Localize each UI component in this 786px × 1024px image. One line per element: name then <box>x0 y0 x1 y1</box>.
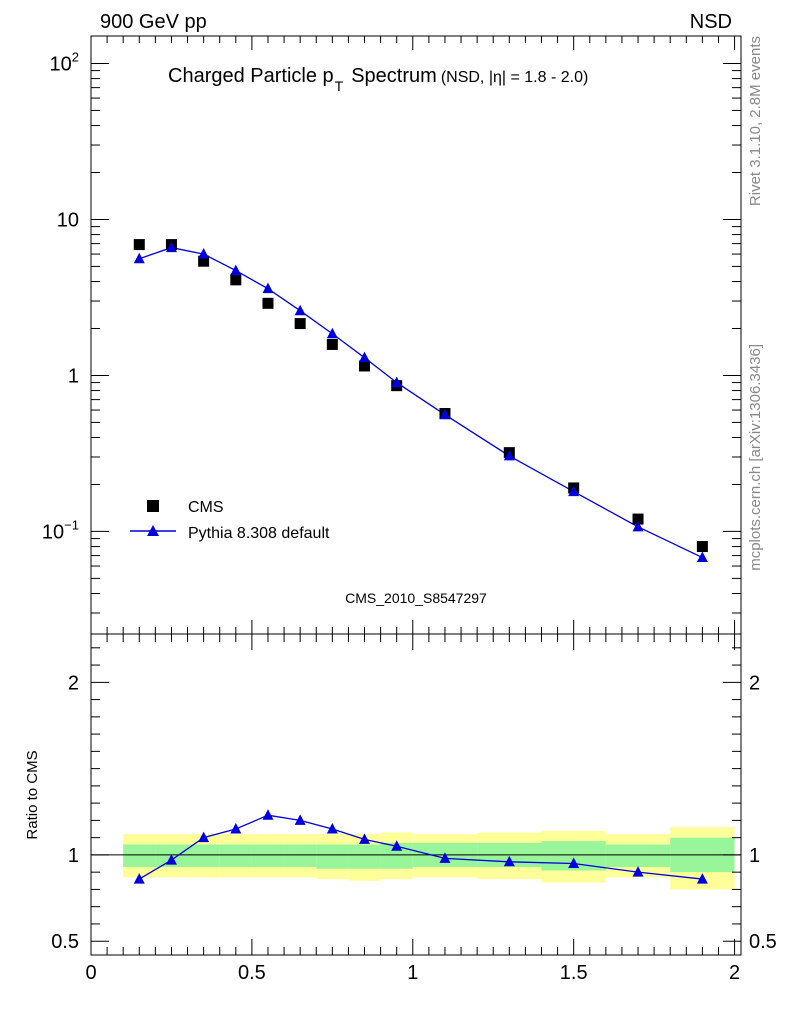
ratio-plot-area <box>91 809 741 890</box>
uncertainty-band-inner <box>187 844 220 867</box>
analysis-watermark: CMS_2010_S8547297 <box>345 590 487 606</box>
ratio-pythia-point <box>165 854 177 865</box>
ratio-xtick-label: 1.5 <box>560 962 588 984</box>
pythia-point <box>391 376 403 388</box>
ratio-xtick-labels: 0 0.5 1 1.5 2 <box>85 962 740 984</box>
side-text-bottom: mcplots.cern.ch [arXiv:1306.3436] <box>747 344 764 571</box>
cms-point <box>326 338 338 350</box>
header-left: 900 GeV pp <box>100 11 207 33</box>
ratio-pythia-point <box>294 814 306 825</box>
main-ytick-labels: 102 10 1 10−1 <box>42 49 79 543</box>
ratio-pythia-point <box>503 855 515 867</box>
pythia-point <box>326 327 338 339</box>
legend-label-pythia: Pythia 8.308 default <box>188 525 330 542</box>
ratio-ytick-label-right: 2 <box>749 672 760 694</box>
side-text-top: Rivet 3.1.10, 2.8M events <box>747 36 764 206</box>
ratio-pythia-point <box>262 809 274 820</box>
ratio-ytick-label-right: 0.5 <box>749 931 777 953</box>
pythia-point <box>133 252 145 264</box>
ratio-panel: 2 2 1 1 0.5 0.5 0 0.5 1 1.5 2 Ratio to CMS <box>24 633 777 984</box>
ratio-xtick-label: 1 <box>407 962 418 984</box>
legend-marker-cms <box>147 500 159 512</box>
legend-label-cms: CMS <box>188 499 224 516</box>
uncertainty-band-inner <box>316 844 349 869</box>
cms-point <box>632 513 644 525</box>
ratio-pythia-point <box>632 866 644 877</box>
chart-title-main: Charged Particle p <box>168 65 334 87</box>
ratio-ytick-label-left: 1 <box>68 845 79 867</box>
ratio-pythia-point <box>359 833 371 844</box>
ratio-pythia-point <box>568 857 580 869</box>
main-ytick-label: 1 <box>68 365 79 387</box>
main-ticks <box>90 36 741 634</box>
uncertainty-band-inner <box>348 844 381 869</box>
ratio-pythia-point <box>230 823 242 834</box>
ratio-ytick-label-right: 1 <box>749 845 760 867</box>
chart-title-sub: T <box>335 78 344 94</box>
legend-marker-pythia <box>147 525 159 536</box>
cms-point <box>230 274 242 286</box>
ratio-pythia-point <box>133 873 145 884</box>
ratio-pythia-point <box>326 823 338 834</box>
chart-title-tail: Spectrum <box>351 65 437 87</box>
main-frame <box>90 35 742 635</box>
pythia-point <box>165 241 177 253</box>
chart-title-note: (NSD, |η| = 1.8 - 2.0) <box>441 69 588 86</box>
pythia-point <box>230 264 242 276</box>
ratio-pythia-point <box>391 840 403 851</box>
ratio-pythia-line <box>138 814 703 880</box>
ratio-frame <box>90 633 742 956</box>
cms-point <box>294 318 306 330</box>
pythia-point <box>568 485 580 497</box>
ratio-pythia-point <box>696 873 708 884</box>
pythia-line <box>139 246 703 559</box>
ratio-xtick-label: 0.5 <box>238 962 266 984</box>
main-ytick-label: 10−1 <box>42 517 79 543</box>
pythia-point <box>503 449 515 461</box>
ratio-xtick-label: 2 <box>729 962 740 984</box>
cms-point <box>198 255 210 267</box>
cms-point <box>359 360 371 372</box>
uncertainty-band-inner <box>251 844 285 867</box>
pythia-point <box>359 351 371 363</box>
ratio-pythia-point <box>198 831 210 843</box>
ratio-ticks <box>90 634 741 955</box>
main-ytick-label: 102 <box>50 49 79 75</box>
uncertainty-band-inner <box>284 844 317 867</box>
uncertainty-band-inner <box>123 844 156 867</box>
cms-point <box>262 297 274 309</box>
ratio-ytick-label-left: 2 <box>68 672 79 694</box>
uncertainty-band-inner <box>605 844 671 867</box>
pythia-point <box>439 408 451 420</box>
pythia-point <box>262 282 274 294</box>
ratio-ytick-labels: 2 2 1 1 0.5 0.5 <box>51 672 777 953</box>
main-panel: 102 10 1 10−1 Charged Particle pT Spectrum (N… <box>42 35 742 635</box>
cms-point <box>696 541 708 553</box>
chart-title: Charged Particle pT Spectrum (NSD, |η| = 1… <box>168 65 588 94</box>
main-ytick-label: 10 <box>57 209 79 231</box>
uncertainty-band-inner <box>219 844 252 867</box>
main-plot-area <box>133 239 708 563</box>
ratio-ytick-label-left: 0.5 <box>51 931 79 953</box>
pythia-point <box>294 304 306 316</box>
pythia-point <box>632 520 644 532</box>
ratio-pythia-point <box>439 852 451 863</box>
header-right: NSD <box>690 11 732 33</box>
ratio-xtick-label: 0 <box>85 962 96 984</box>
ratio-y-axis-label: Ratio to CMS <box>24 750 41 839</box>
legend: CMS Pythia 8.308 default <box>130 499 330 542</box>
cms-point <box>133 239 145 251</box>
pythia-point <box>696 551 708 563</box>
pythia-point <box>198 248 210 259</box>
